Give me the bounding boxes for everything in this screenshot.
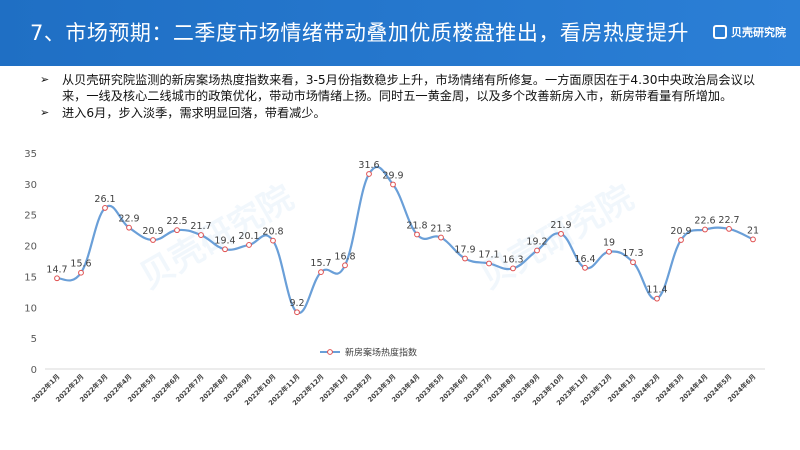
data-label: 20.9 bbox=[670, 226, 691, 237]
data-label: 17.1 bbox=[478, 249, 499, 260]
data-point bbox=[174, 227, 180, 234]
brand-name: 贝壳研究院 bbox=[731, 26, 786, 39]
header-bar: 7、市场预期：二季度市场情绪带动叠加优质楼盘推出，看房热度提升 贝壳研究院 bbox=[0, 0, 800, 66]
data-point bbox=[222, 246, 228, 253]
data-label: 21.3 bbox=[430, 224, 451, 235]
data-label: 21 bbox=[747, 225, 759, 236]
data-point bbox=[678, 237, 684, 243]
data-point bbox=[726, 226, 732, 232]
y-tick-label: 10 bbox=[24, 303, 37, 314]
data-label: 21.8 bbox=[406, 220, 427, 231]
bullet-list: ➢ 从贝壳研究院监测的新房案场热度指数来看，3-5月份指数稳步上升，市场情绪有所… bbox=[40, 72, 770, 122]
data-point bbox=[606, 248, 612, 255]
data-point bbox=[294, 309, 300, 316]
data-point bbox=[342, 262, 348, 269]
data-label: 11.4 bbox=[646, 285, 667, 296]
brand-logo: 贝壳研究院 bbox=[713, 24, 786, 40]
data-point bbox=[510, 265, 516, 272]
legend-marker bbox=[327, 349, 333, 355]
data-label: 20.8 bbox=[262, 227, 283, 238]
arrow-bullet-icon: ➢ bbox=[40, 106, 50, 119]
data-point bbox=[558, 230, 564, 237]
data-point bbox=[486, 260, 492, 267]
y-tick-label: 20 bbox=[24, 242, 37, 253]
data-label: 16.8 bbox=[334, 251, 355, 262]
data-label: 19.2 bbox=[526, 237, 547, 248]
data-label: 22.7 bbox=[718, 215, 739, 226]
data-label: 29.9 bbox=[382, 170, 403, 181]
data-point bbox=[414, 231, 420, 238]
data-point bbox=[78, 269, 84, 276]
data-point bbox=[102, 205, 108, 211]
data-point bbox=[366, 171, 372, 177]
data-label: 22.6 bbox=[694, 216, 715, 227]
data-point bbox=[702, 226, 708, 233]
data-label: 16.4 bbox=[574, 254, 595, 265]
y-tick-label: 35 bbox=[24, 149, 37, 160]
y-tick-label: 0 bbox=[31, 365, 37, 376]
data-point bbox=[750, 236, 756, 243]
data-point bbox=[54, 275, 60, 282]
data-label: 26.1 bbox=[94, 194, 115, 205]
data-label: 9.2 bbox=[289, 298, 304, 309]
bullet-item: ➢ 进入6月，步入淡季，需求明显回落，带看减少。 bbox=[40, 105, 770, 121]
data-point bbox=[390, 181, 396, 188]
data-point bbox=[270, 237, 276, 244]
bullet-text: 从贝壳研究院监测的新房案场热度指数来看，3-5月份指数稳步上升，市场情绪有所修复… bbox=[62, 73, 755, 103]
data-point bbox=[534, 247, 540, 254]
data-label: 15.6 bbox=[70, 259, 91, 270]
data-point bbox=[438, 234, 444, 241]
data-point bbox=[150, 237, 156, 243]
legend-label: 新房案场热度指数 bbox=[345, 347, 417, 359]
data-point bbox=[582, 264, 588, 271]
data-label: 19 bbox=[603, 238, 615, 249]
data-label: 21.9 bbox=[550, 220, 571, 231]
data-label: 22.5 bbox=[166, 216, 187, 227]
page-title: 7、市场预期：二季度市场情绪带动叠加优质楼盘推出，看房热度提升 bbox=[30, 21, 689, 45]
data-point bbox=[246, 242, 252, 248]
bullet-text: 进入6月，步入淡季，需求明显回落，带看减少。 bbox=[62, 106, 326, 120]
data-label: 21.7 bbox=[190, 221, 211, 232]
y-tick-label: 25 bbox=[24, 211, 37, 222]
brand-icon bbox=[713, 25, 727, 39]
data-label: 31.6 bbox=[358, 160, 379, 171]
data-label: 15.7 bbox=[310, 258, 331, 269]
y-tick-label: 5 bbox=[31, 334, 37, 345]
y-tick-label: 30 bbox=[24, 180, 37, 191]
data-point bbox=[126, 224, 132, 231]
data-label: 19.4 bbox=[214, 235, 235, 246]
data-label: 22.9 bbox=[118, 214, 139, 225]
data-point bbox=[318, 269, 324, 276]
data-label: 20.9 bbox=[142, 226, 163, 237]
y-tick-label: 15 bbox=[24, 272, 37, 283]
data-point bbox=[630, 259, 636, 266]
data-point bbox=[198, 232, 204, 238]
data-label: 20.1 bbox=[238, 231, 259, 242]
arrow-bullet-icon: ➢ bbox=[40, 73, 50, 86]
bullet-item: ➢ 从贝壳研究院监测的新房案场热度指数来看，3-5月份指数稳步上升，市场情绪有所… bbox=[40, 72, 770, 104]
data-label: 16.3 bbox=[502, 254, 523, 265]
data-label: 17.9 bbox=[454, 245, 475, 256]
data-point bbox=[462, 255, 468, 262]
data-label: 17.3 bbox=[622, 248, 643, 259]
data-point bbox=[654, 295, 660, 302]
data-label: 14.7 bbox=[46, 264, 67, 275]
